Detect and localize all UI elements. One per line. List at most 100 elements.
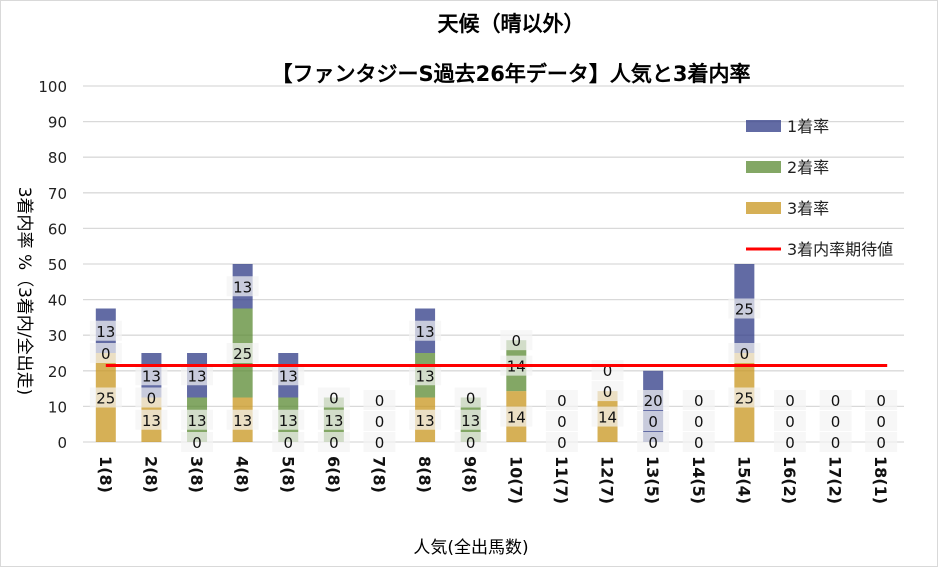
legend-swatch [746, 161, 781, 173]
data-label-bg [89, 387, 122, 408]
data-label-bg [363, 411, 396, 431]
x-tick-label: 13(5) [643, 456, 662, 504]
data-label: 13 [324, 412, 343, 430]
data-label: 13 [142, 367, 161, 385]
data-label: 0 [329, 434, 339, 452]
y-tick-label: 80 [48, 149, 67, 167]
data-label: 25 [735, 301, 754, 319]
data-label-bg [454, 387, 487, 408]
data-label: 0 [648, 413, 658, 431]
data-label-bg [181, 432, 214, 452]
data-label: 13 [96, 323, 115, 341]
x-tick-label: 9(8) [461, 456, 480, 493]
data-label: 0 [694, 413, 704, 431]
data-label-bg [317, 432, 350, 452]
data-label-bg [317, 409, 350, 430]
y-axis-label: 3着内率 %（3着内/全出走) [14, 187, 34, 396]
data-label: 0 [192, 434, 202, 452]
data-label: 13 [416, 367, 435, 385]
data-label-bg [317, 387, 350, 408]
data-label: 0 [740, 345, 750, 363]
data-label-bg [773, 390, 806, 410]
x-tick-label: 12(7) [598, 456, 617, 504]
data-label-bg [819, 411, 852, 431]
data-label: 25 [735, 390, 754, 408]
y-tick-label: 20 [48, 363, 67, 381]
data-label-bg [682, 411, 715, 431]
data-label: 0 [876, 434, 886, 452]
y-tick-label: 100 [38, 78, 67, 96]
data-label-bg [545, 432, 578, 452]
data-label-bg [500, 406, 533, 427]
legend-label: 3着率 [787, 199, 829, 218]
data-label-bg [272, 365, 305, 386]
data-label: 13 [187, 367, 206, 385]
data-label-bg [363, 432, 396, 452]
data-label: 13 [279, 412, 298, 430]
data-label: 0 [557, 434, 567, 452]
x-tick-label: 3(8) [187, 456, 206, 493]
data-label-bg [454, 432, 487, 452]
data-label-bg [409, 365, 442, 386]
data-label: 0 [694, 434, 704, 452]
data-label: 0 [785, 392, 795, 410]
data-label: 0 [147, 390, 157, 408]
chart-subtitle: 【ファンタジーS過去26年データ】人気と3着内率 [272, 62, 751, 86]
data-label-bg [591, 406, 624, 427]
data-label-bg [272, 432, 305, 452]
data-label: 0 [283, 434, 293, 452]
x-tick-label: 14(5) [689, 456, 708, 504]
data-label: 13 [279, 367, 298, 385]
x-tick-label: 4(8) [233, 456, 252, 493]
x-tick-label: 10(7) [506, 456, 525, 504]
data-label-bg [181, 365, 214, 386]
data-label: 0 [375, 392, 385, 410]
data-label-bg [89, 343, 122, 363]
data-label-bg [819, 390, 852, 410]
data-label-bg [409, 320, 442, 341]
legend-swatch [746, 120, 781, 132]
data-label: 0 [876, 413, 886, 431]
y-tick-label: 90 [48, 114, 67, 132]
data-label-bg [728, 298, 761, 319]
y-tick-label: 70 [48, 185, 67, 203]
data-label: 0 [375, 434, 385, 452]
x-tick-label: 15(4) [734, 456, 753, 504]
data-label: 13 [416, 323, 435, 341]
data-label: 20 [644, 392, 663, 410]
data-label-bg [865, 411, 898, 431]
y-tick-label: 60 [48, 220, 67, 238]
data-label-bg [545, 411, 578, 431]
data-label-bg [89, 320, 122, 341]
data-label: 0 [557, 413, 567, 431]
data-label: 13 [461, 412, 480, 430]
data-label-bg [135, 365, 168, 386]
data-label-bg [682, 432, 715, 452]
data-label-bg [409, 409, 442, 430]
y-tick-label: 10 [48, 398, 67, 416]
x-axis-label: 人気(全出馬数) [413, 538, 528, 558]
data-label-bg [637, 390, 670, 410]
x-tick-label: 16(2) [780, 456, 799, 504]
data-label-bg [226, 276, 259, 297]
data-label: 0 [876, 392, 886, 410]
legend-label: 2着率 [787, 158, 829, 177]
x-tick-label: 18(1) [871, 456, 890, 504]
data-label: 0 [785, 413, 795, 431]
x-tick-label: 8(8) [415, 456, 434, 493]
data-label-bg [637, 411, 670, 431]
data-label-bg [728, 387, 761, 408]
y-tick-label: 50 [48, 256, 67, 274]
data-label: 0 [831, 392, 841, 410]
data-label: 0 [466, 390, 476, 408]
legend-label: 1着率 [787, 117, 829, 136]
x-tick-label: 11(7) [552, 456, 571, 504]
data-label: 13 [142, 412, 161, 430]
data-label-bg [135, 387, 168, 408]
y-tick-label: 0 [57, 434, 67, 452]
data-label-bg [500, 330, 533, 351]
legend-swatch [746, 202, 781, 214]
y-tick-label: 40 [48, 292, 67, 310]
x-tick-label: 17(2) [826, 456, 845, 504]
